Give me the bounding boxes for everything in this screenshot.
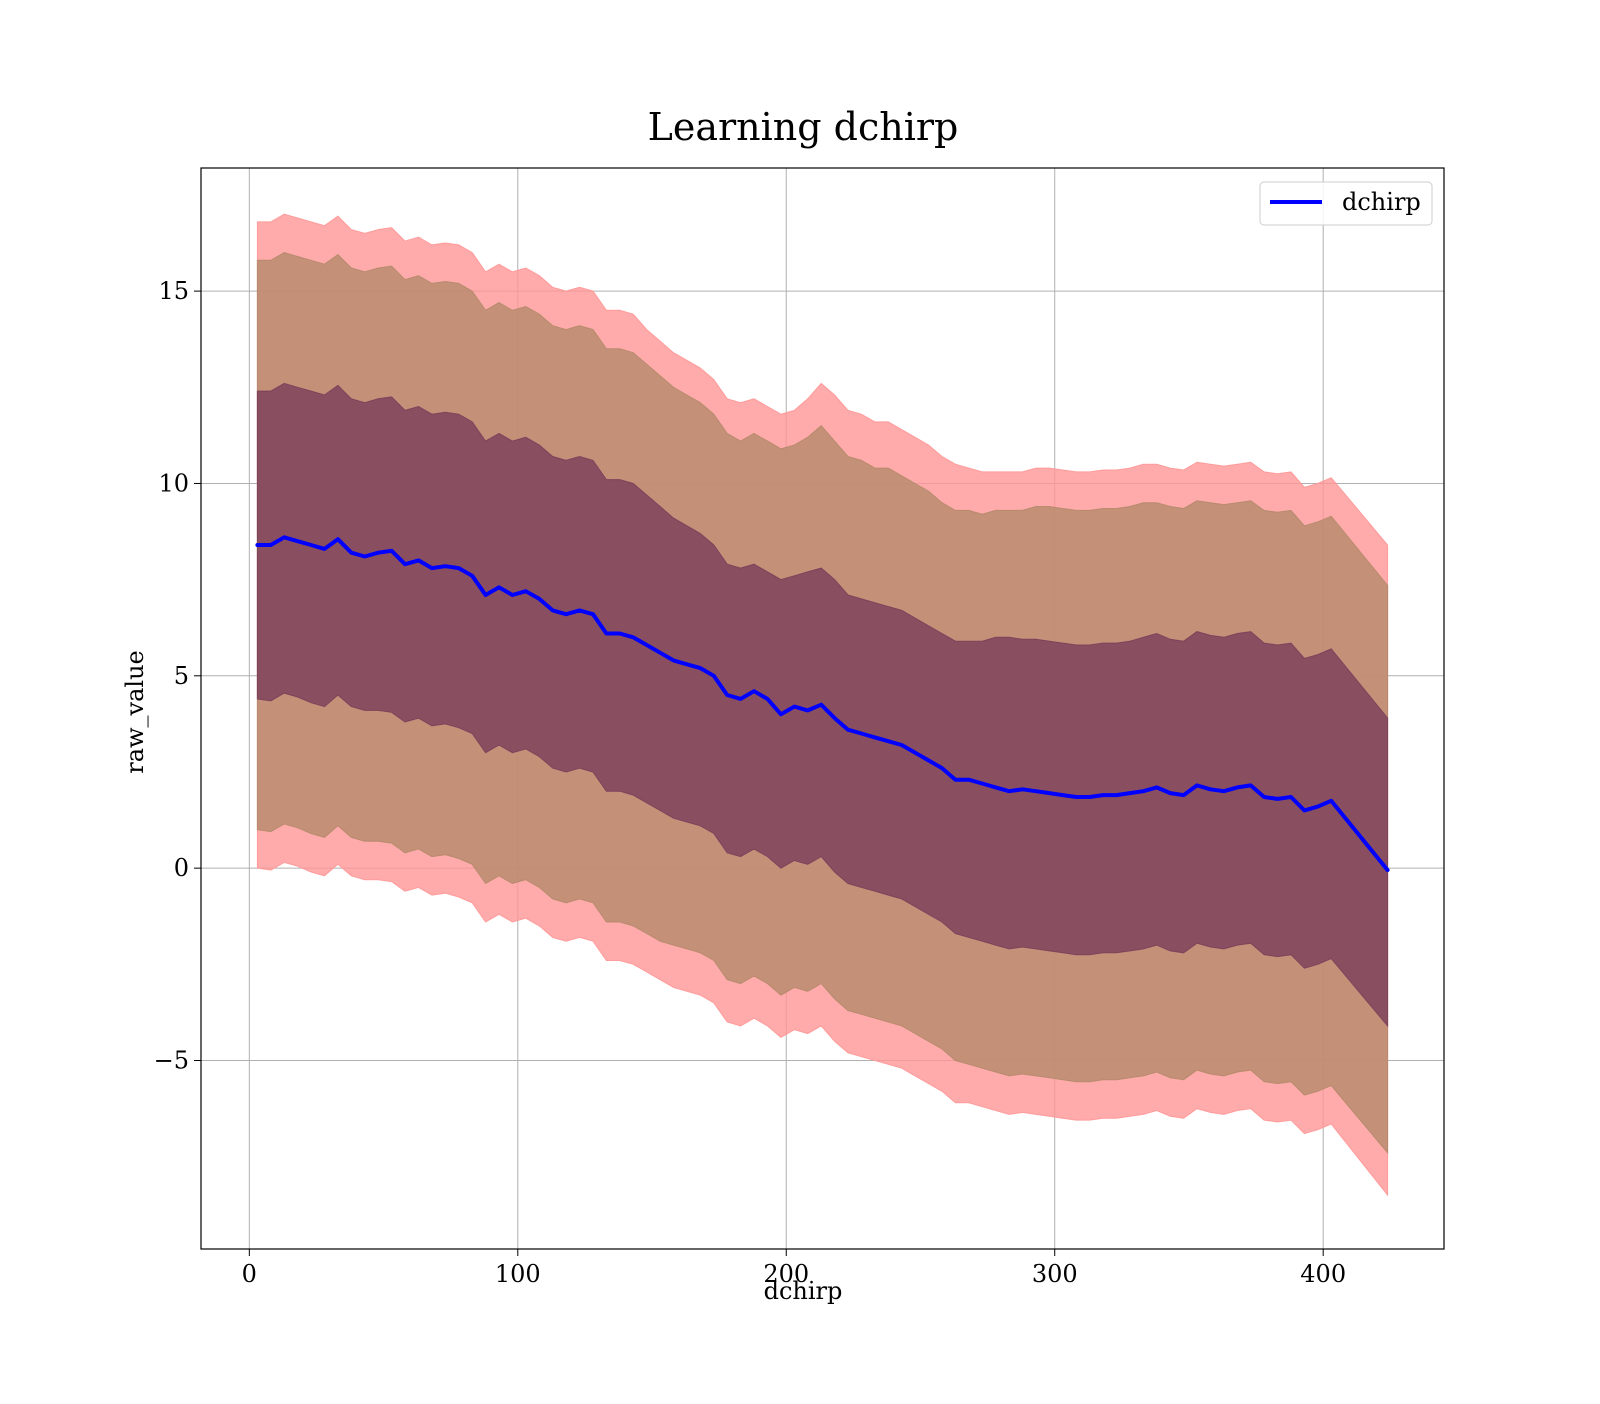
- series-line-dchirp: [255, 535, 1390, 873]
- x-tick-label: 100: [495, 1260, 541, 1288]
- x-tick-label: 300: [1032, 1260, 1078, 1288]
- chart-title: Learning dchirp: [648, 105, 959, 149]
- y-tick-label: 15: [158, 277, 189, 305]
- x-tick-label: 400: [1300, 1260, 1346, 1288]
- x-axis-label: dchirp: [764, 1277, 843, 1305]
- y-tick-label: −5: [154, 1046, 189, 1074]
- y-axis-ticks: −5 0 5 10 15: [154, 277, 201, 1074]
- y-tick-label: 0: [174, 854, 189, 882]
- legend-label-dchirp: dchirp: [1342, 188, 1421, 216]
- plot-frame: [200, 167, 1445, 1250]
- legend: dchirp: [1259, 181, 1433, 226]
- y-tick-label: 5: [174, 662, 189, 690]
- x-axis-ticks: 0 100 200 300 400: [242, 1249, 1346, 1288]
- x-tick-label: 0: [242, 1260, 257, 1288]
- series-lines: [255, 535, 1390, 873]
- y-axis-label: raw_value: [121, 650, 149, 774]
- legend-box: [1259, 181, 1433, 226]
- x-tick-label: 200: [763, 1260, 809, 1288]
- y-tick-label: 10: [158, 469, 189, 497]
